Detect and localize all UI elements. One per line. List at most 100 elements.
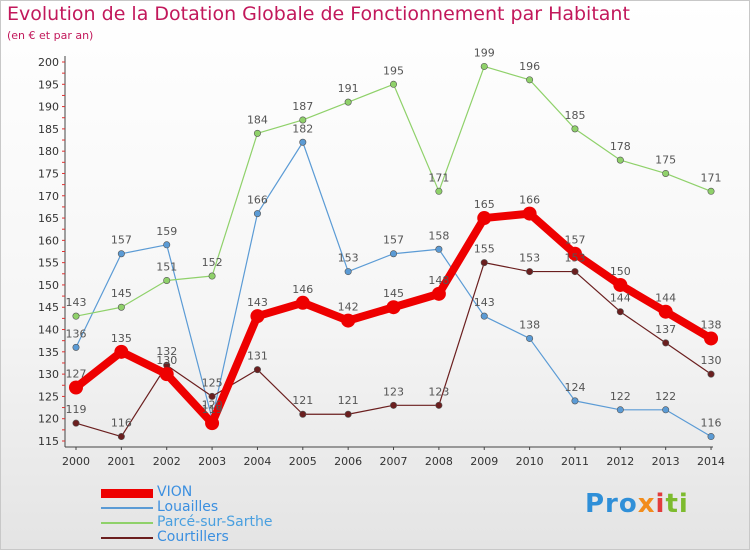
data-label-0: 127 <box>66 367 87 380</box>
data-label-3: 153 <box>564 252 585 265</box>
series-point-2 <box>117 303 125 311</box>
data-label-0: 166 <box>519 194 540 207</box>
series-point-1 <box>526 334 534 342</box>
legend-label: Courtillers <box>157 529 229 545</box>
data-label-0: 138 <box>701 318 722 331</box>
data-label-3: 130 <box>701 354 722 367</box>
series-point-0 <box>69 380 83 395</box>
y-tick-label: 180 <box>38 145 59 158</box>
y-tick-label: 130 <box>38 368 59 381</box>
data-label-3: 155 <box>474 243 495 256</box>
y-tick-label: 190 <box>38 101 59 114</box>
series-point-2 <box>526 76 534 84</box>
x-tick-label: 2014 <box>697 455 725 468</box>
data-label-0: 146 <box>292 283 313 296</box>
y-tick-label: 195 <box>38 78 59 91</box>
series-point-2 <box>72 312 80 320</box>
series-point-3 <box>480 259 488 267</box>
series-point-0 <box>658 304 673 319</box>
data-label-1: 122 <box>655 390 676 403</box>
data-label-0: 119 <box>202 403 223 416</box>
data-label-1: 166 <box>247 194 268 207</box>
y-tick-label: 165 <box>38 212 59 225</box>
series-point-3 <box>344 410 352 418</box>
data-label-3: 153 <box>519 252 540 265</box>
series-point-0 <box>205 416 220 431</box>
logo-part-ti: ti <box>665 489 689 519</box>
series-point-1 <box>344 268 352 276</box>
series-point-0 <box>295 295 310 310</box>
data-label-3: 132 <box>156 345 177 358</box>
x-tick-label: 2011 <box>561 455 589 468</box>
series-point-1 <box>72 343 80 351</box>
series-point-0 <box>431 286 446 301</box>
x-tick-label: 2006 <box>334 455 362 468</box>
legend-swatch <box>101 507 153 509</box>
legend-swatch <box>101 488 153 498</box>
y-tick-label: 140 <box>38 324 59 337</box>
data-label-2: 175 <box>655 153 676 166</box>
data-label-3: 123 <box>428 385 449 398</box>
data-label-2: 199 <box>474 46 495 59</box>
series-point-3 <box>571 268 579 276</box>
data-label-3: 144 <box>610 292 631 305</box>
x-tick-label: 2010 <box>516 455 544 468</box>
series-point-3 <box>253 366 261 374</box>
data-label-1: 153 <box>338 252 359 265</box>
series-point-2 <box>299 116 307 124</box>
data-label-1: 136 <box>66 327 87 340</box>
legend-label: VION <box>157 484 193 500</box>
series-point-3 <box>662 339 670 347</box>
series-point-0 <box>159 367 174 382</box>
series-point-2 <box>435 187 443 195</box>
series-point-2 <box>163 276 171 284</box>
series-point-1 <box>299 138 307 146</box>
data-label-0: 145 <box>383 287 404 300</box>
series-point-0 <box>613 277 628 292</box>
data-label-1: 143 <box>474 296 495 309</box>
x-tick-label: 2001 <box>107 455 135 468</box>
proxiti-logo: Proxiti <box>585 489 689 519</box>
series-point-3 <box>707 370 715 378</box>
series-point-1 <box>390 250 398 258</box>
data-label-2: 151 <box>156 260 177 273</box>
data-label-3: 119 <box>66 403 87 416</box>
series-point-3 <box>117 433 125 441</box>
series-point-0 <box>477 211 492 226</box>
data-label-1: 158 <box>428 229 449 242</box>
data-label-0: 135 <box>111 332 132 345</box>
series-point-0 <box>386 300 401 315</box>
series-point-1 <box>435 245 443 253</box>
y-tick-label: 120 <box>38 413 59 426</box>
data-label-2: 171 <box>701 171 722 184</box>
series-point-1 <box>117 250 125 258</box>
data-label-1: 159 <box>156 225 177 238</box>
data-label-1: 124 <box>564 381 585 394</box>
series-point-2 <box>344 98 352 106</box>
data-label-2: 143 <box>66 296 87 309</box>
data-label-1: 182 <box>292 122 313 135</box>
y-tick-label: 155 <box>38 257 59 270</box>
data-label-1: 138 <box>519 318 540 331</box>
y-tick-label: 150 <box>38 279 59 292</box>
series-point-2 <box>616 156 624 164</box>
legend-swatch <box>101 537 153 539</box>
data-label-1: 116 <box>701 417 722 430</box>
line-chart: 115 120 125 130 135 140 145 150 155 160 165 170 175 1… <box>38 46 725 468</box>
series-point-3 <box>72 419 80 427</box>
series-point-0 <box>341 313 356 328</box>
series-point-2 <box>390 80 398 88</box>
data-label-2: 184 <box>247 113 268 126</box>
data-label-0: 144 <box>655 292 676 305</box>
chart-title: Evolution de la Dotation Globale de Fonc… <box>7 3 630 25</box>
series-point-2 <box>662 169 670 177</box>
data-label-1: 157 <box>383 234 404 247</box>
data-label-3: 123 <box>383 385 404 398</box>
series-point-1 <box>253 210 261 218</box>
series-point-2 <box>707 187 715 195</box>
data-label-2: 185 <box>564 109 585 122</box>
x-tick-label: 2004 <box>243 455 271 468</box>
series-point-1 <box>571 397 579 405</box>
y-tick-label: 115 <box>38 435 59 448</box>
